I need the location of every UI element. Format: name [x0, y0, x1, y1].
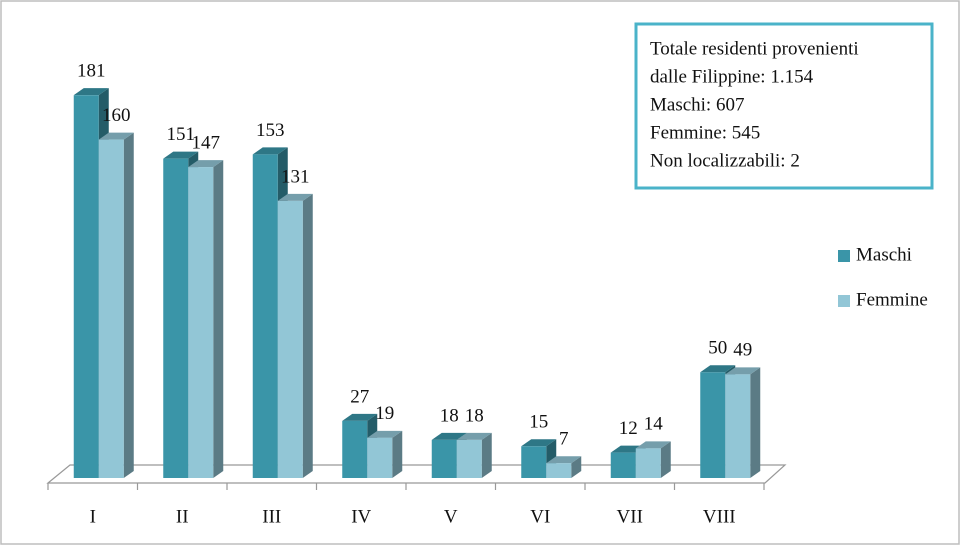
- bar-side: [481, 432, 492, 478]
- bar-top: [521, 439, 557, 447]
- bar-top: [546, 456, 582, 464]
- bar-front: [342, 420, 368, 478]
- bar-top: [98, 132, 134, 140]
- value-label: 19: [375, 403, 394, 424]
- legend-swatch: [838, 250, 850, 262]
- bar-top: [456, 432, 492, 440]
- x-tick-label: I: [90, 506, 96, 527]
- annotation-line: dalle Filippine: 1.154: [650, 66, 814, 87]
- bar-top: [73, 88, 109, 96]
- bar-top: [342, 413, 378, 421]
- x-tick-label: IV: [351, 506, 371, 527]
- bar-front: [98, 139, 124, 478]
- bar-top: [252, 147, 288, 155]
- value-label: 18: [440, 405, 459, 426]
- bar-top: [700, 365, 736, 373]
- value-label: 151: [167, 124, 196, 145]
- bar: [546, 456, 582, 478]
- bar-side: [660, 441, 671, 478]
- value-label: 7: [559, 429, 569, 450]
- bar: [188, 160, 224, 478]
- bar-top: [188, 160, 224, 168]
- x-tick-label: V: [444, 506, 458, 527]
- bar-front: [546, 463, 572, 478]
- legend-swatch: [838, 295, 850, 307]
- bar: [725, 367, 761, 478]
- bar-side: [302, 193, 313, 478]
- x-tick-label: VIII: [703, 506, 736, 527]
- bar-top: [635, 441, 671, 449]
- bar-side: [750, 367, 761, 478]
- bar-top: [431, 432, 467, 440]
- bar: [456, 432, 492, 478]
- legend-label: Maschi: [856, 244, 912, 265]
- bar-top: [725, 367, 761, 375]
- value-label: 49: [733, 340, 752, 361]
- annotation-line: Non localizzabili: 2: [650, 150, 800, 171]
- value-label: 131: [281, 166, 310, 187]
- bar-front: [700, 372, 726, 478]
- x-tick-label: VII: [617, 506, 643, 527]
- bar-front: [73, 95, 99, 478]
- x-tick-label: II: [176, 506, 189, 527]
- bar-top: [277, 193, 313, 201]
- bar-front: [521, 446, 547, 478]
- x-tick-label: III: [262, 506, 281, 527]
- bar: [342, 413, 378, 478]
- annotation-line: Maschi: 607: [650, 94, 744, 115]
- value-label: 14: [644, 414, 664, 435]
- value-label: 160: [102, 105, 131, 126]
- bar-front: [635, 448, 661, 478]
- annotation-line: Femmine: 545: [650, 122, 760, 143]
- bar: [635, 441, 671, 478]
- value-label: 153: [256, 120, 285, 141]
- value-label: 181: [77, 61, 106, 82]
- bar-side: [123, 132, 134, 478]
- value-label: 15: [529, 412, 548, 433]
- bar-front: [277, 200, 303, 478]
- bar-front: [367, 437, 393, 478]
- bar-front: [431, 439, 457, 478]
- bar: [98, 132, 134, 478]
- value-label: 147: [192, 132, 221, 153]
- bar-side: [213, 160, 224, 478]
- value-label: 12: [619, 418, 638, 439]
- bar-side: [571, 456, 582, 478]
- value-label: 50: [708, 338, 727, 359]
- value-label: 18: [465, 405, 484, 426]
- floor: [46, 464, 787, 484]
- info-box: [634, 22, 934, 190]
- bar-front: [188, 167, 214, 478]
- annotation-line: Totale residenti provenienti: [650, 38, 859, 59]
- bar: [277, 193, 313, 478]
- bar-front: [163, 158, 189, 478]
- bar-top: [367, 430, 403, 438]
- bar-front: [252, 154, 278, 478]
- bar-front: [610, 452, 636, 478]
- bar-front: [725, 374, 751, 478]
- bar-top: [163, 151, 199, 159]
- bar-front: [456, 439, 482, 478]
- legend-label: Femmine: [856, 289, 928, 310]
- bar-side: [392, 430, 403, 478]
- value-label: 27: [350, 386, 369, 407]
- x-tick-label: VI: [530, 506, 550, 527]
- bar: [367, 430, 403, 478]
